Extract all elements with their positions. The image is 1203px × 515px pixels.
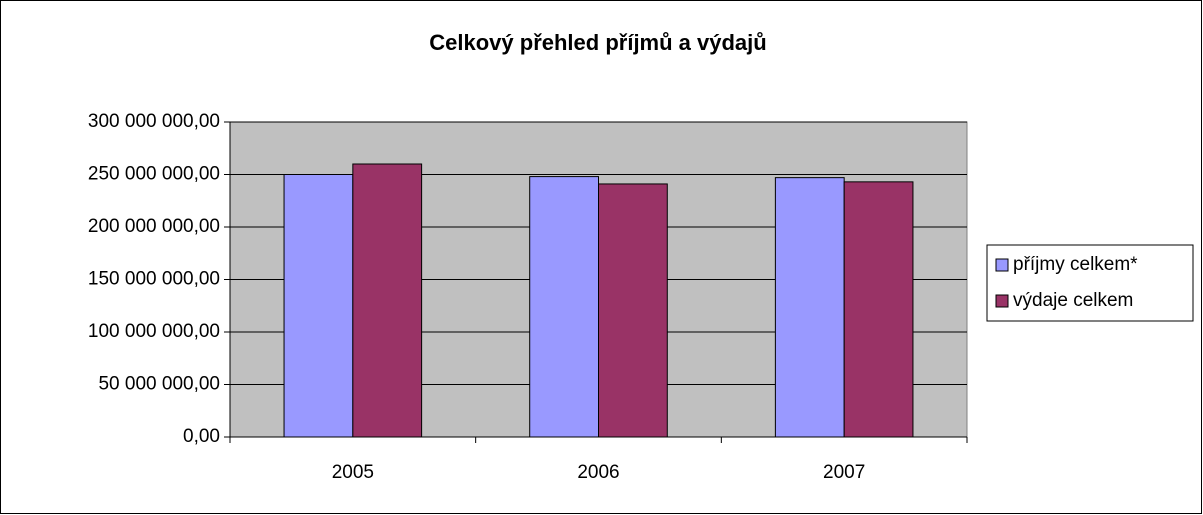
- y-tick-label: 300 000 000,00: [88, 111, 220, 132]
- x-tick-label: 2007: [823, 462, 865, 483]
- bar: [352, 163, 423, 438]
- y-tick-label: 150 000 000,00: [88, 269, 220, 290]
- y-tick-label: 0,00: [183, 426, 220, 447]
- bar: [529, 176, 599, 438]
- legend-label: výdaje celkem: [1013, 290, 1133, 311]
- legend-box: [986, 244, 1194, 322]
- y-tick-label: 250 000 000,00: [88, 164, 220, 185]
- bar: [598, 183, 668, 438]
- y-tick-label: 200 000 000,00: [88, 216, 220, 237]
- legend-swatch: [995, 294, 1009, 308]
- y-tick-label: 50 000 000,00: [98, 374, 220, 395]
- x-tick-label: 2005: [332, 462, 374, 483]
- y-tick-label: 100 000 000,00: [88, 321, 220, 342]
- legend-swatch: [995, 258, 1009, 272]
- bar: [774, 177, 845, 438]
- bar: [283, 174, 354, 438]
- x-tick-label: 2006: [577, 462, 619, 483]
- chart-title: Celkový přehled příjmů a výdajů: [429, 30, 766, 55]
- legend-label: příjmy celkem*: [1013, 254, 1138, 275]
- bar: [843, 181, 914, 438]
